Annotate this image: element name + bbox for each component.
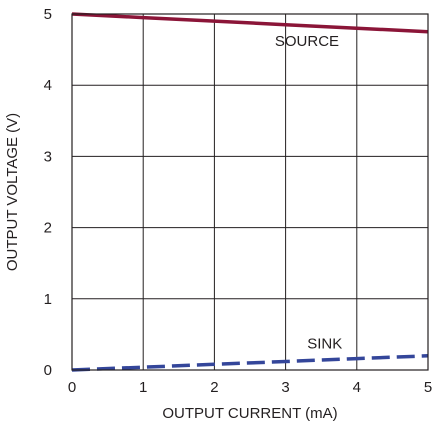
x-tick-label: 1 [139, 379, 147, 396]
series-line-source [71, 12, 429, 34]
y-tick-label: 0 [44, 362, 52, 379]
y-tick-label: 4 [44, 77, 52, 94]
x-tick-label: 0 [68, 379, 76, 396]
x-tick-label: 4 [353, 379, 361, 396]
x-tick-label: 3 [281, 379, 289, 396]
plot-area [72, 14, 428, 370]
y-axis-label: OUTPUT VOLTAGE (V) [4, 113, 21, 271]
plot-frame [71, 13, 429, 371]
series-label-sink: SINK [307, 336, 342, 353]
series-annotations: SOURCE SINK [275, 33, 342, 353]
y-tick-label: 1 [44, 291, 52, 308]
x-axis-label: OUTPUT CURRENT (mA) [162, 405, 337, 422]
y-tick-labels: 0 1 2 3 4 5 [44, 6, 52, 379]
series-layer [71, 12, 429, 372]
x-tick-labels: 0 1 2 3 4 5 [68, 379, 432, 396]
y-tick-label: 2 [44, 220, 52, 237]
y-tick-label: 3 [44, 148, 52, 165]
series-line-sink [71, 354, 429, 372]
x-tick-label: 2 [210, 379, 218, 396]
series-label-source: SOURCE [275, 33, 339, 50]
y-tick-label: 5 [44, 6, 52, 23]
x-tick-label: 5 [424, 379, 432, 396]
